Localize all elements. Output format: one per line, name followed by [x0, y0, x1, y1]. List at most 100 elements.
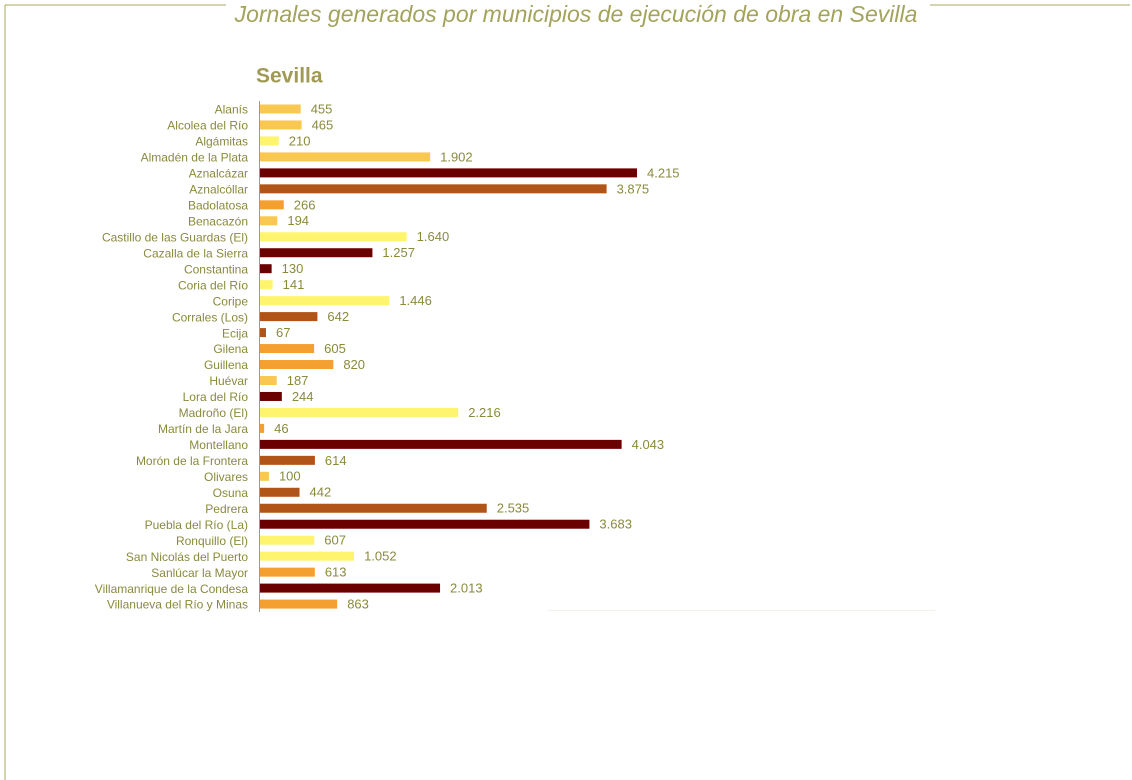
bar: [260, 232, 407, 242]
bar: [260, 567, 315, 577]
category-label: Gilena: [213, 342, 248, 356]
value-label: 442: [310, 485, 332, 500]
category-label: Aznalcóllar: [189, 183, 248, 197]
value-label: 4.215: [647, 165, 680, 180]
value-label: 613: [325, 565, 347, 580]
bar: [260, 535, 315, 545]
category-label: Morón de la Frontera: [136, 454, 248, 468]
category-label: Ronquillo (El): [176, 534, 248, 548]
category-label: Alanís: [215, 103, 248, 117]
bar: [260, 360, 334, 370]
category-label: Villanueva del Río y Minas: [107, 598, 248, 612]
value-label: 1.446: [399, 293, 432, 308]
category-label: Sanlúcar la Mayor: [151, 566, 248, 580]
bar: [260, 583, 441, 593]
chart-subtitle: Sevilla: [256, 65, 323, 88]
value-label: 455: [311, 101, 333, 116]
bar: [260, 152, 431, 162]
value-label: 1.902: [440, 149, 473, 164]
category-label: Cazalla de la Sierra: [143, 246, 248, 260]
bar: [260, 503, 487, 513]
category-label: Coria del Río: [178, 278, 248, 292]
category-label: Guillena: [204, 358, 248, 372]
value-label: 194: [287, 213, 309, 228]
category-label: Constantina: [184, 262, 248, 276]
bar: [260, 312, 318, 322]
category-label: Montellano: [189, 438, 248, 452]
bar: [260, 391, 282, 401]
value-label: 3.875: [617, 181, 650, 196]
bar: [260, 120, 302, 130]
chart-title: Jornales generados por municipios de eje…: [234, 1, 918, 27]
category-label: Puebla del Río (La): [145, 518, 248, 532]
bar: [260, 455, 315, 465]
bar: [260, 104, 301, 114]
value-label: 67: [276, 325, 290, 340]
bar: [260, 264, 272, 274]
value-label: 863: [347, 597, 369, 612]
category-label: San Nicolás del Puerto: [126, 550, 248, 564]
category-label: Aznalcázar: [189, 167, 248, 181]
bar: [260, 296, 390, 306]
bar: [260, 184, 607, 194]
category-label: Castillo de las Guardas (El): [102, 230, 248, 244]
category-label: Badolatosa: [188, 198, 248, 212]
bar: [260, 423, 265, 433]
category-label: Madroño (El): [179, 406, 248, 420]
bar: [260, 599, 338, 609]
category-label: Lora del Río: [183, 390, 249, 404]
bar: [260, 248, 373, 258]
category-label: Alcolea del Río: [167, 119, 248, 133]
bar: [260, 168, 637, 178]
bar: [260, 471, 269, 481]
category-label: Villamanrique de la Condesa: [95, 582, 249, 596]
category-label: Ecija: [222, 326, 248, 340]
bar: [260, 344, 315, 354]
value-label: 820: [343, 357, 365, 372]
bar: [260, 375, 277, 385]
bar: [260, 216, 278, 226]
value-label: 100: [279, 469, 301, 484]
bar: [260, 519, 590, 529]
category-label: Martín de la Jara: [158, 422, 248, 436]
category-label: Benacazón: [188, 214, 248, 228]
value-label: 46: [274, 421, 288, 436]
bar: [260, 328, 266, 338]
value-label: 2.535: [497, 501, 530, 516]
category-label: Olivares: [204, 470, 248, 484]
bar: [260, 551, 355, 561]
value-label: 266: [294, 197, 316, 212]
bar: [260, 200, 284, 210]
value-label: 141: [283, 277, 305, 292]
category-label: Corrales (Los): [172, 310, 248, 324]
value-label: 2.216: [468, 405, 501, 420]
value-label: 130: [282, 261, 304, 276]
value-label: 1.640: [417, 229, 450, 244]
bar: [260, 439, 622, 449]
category-label: Coripe: [213, 294, 249, 308]
bar: [260, 280, 273, 290]
value-label: 1.257: [382, 245, 415, 260]
bar: [260, 487, 300, 497]
value-label: 187: [287, 373, 309, 388]
bar: [260, 407, 459, 417]
value-label: 642: [327, 309, 349, 324]
value-label: 465: [312, 117, 334, 132]
value-label: 2.013: [450, 581, 483, 596]
category-label: Pedrera: [205, 502, 248, 516]
value-label: 1.052: [364, 549, 397, 564]
category-label: Osuna: [213, 486, 249, 500]
value-label: 4.043: [632, 437, 665, 452]
value-label: 614: [325, 453, 347, 468]
value-label: 210: [289, 133, 311, 148]
value-label: 3.683: [599, 517, 632, 532]
value-label: 607: [324, 533, 346, 548]
value-label: 605: [324, 341, 346, 356]
category-label: Almadén de la Plata: [141, 151, 249, 165]
category-label: Algámitas: [195, 135, 248, 149]
bar: [260, 136, 279, 146]
category-label: Huévar: [209, 374, 248, 388]
value-label: 244: [292, 389, 314, 404]
